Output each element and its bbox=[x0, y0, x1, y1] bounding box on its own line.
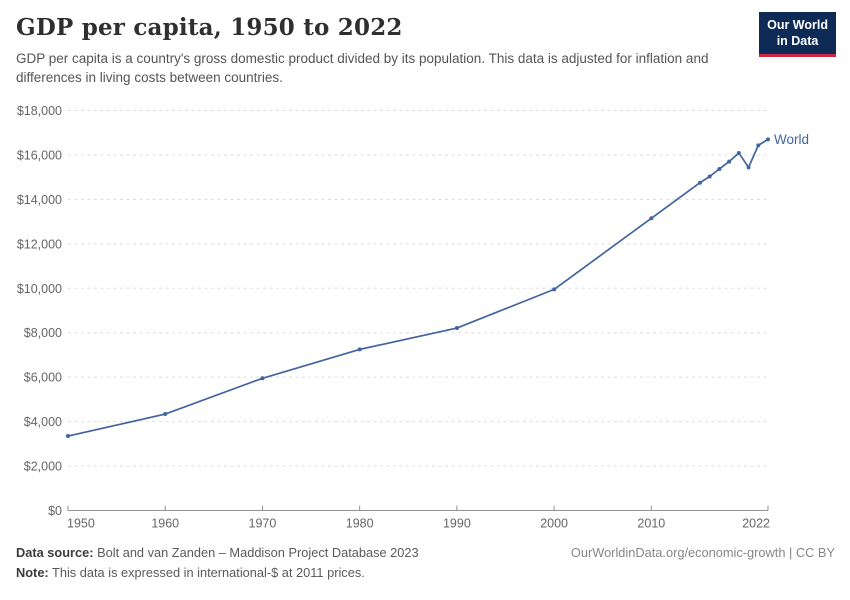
x-tick-label: 2010 bbox=[637, 517, 665, 531]
data-point[interactable] bbox=[717, 166, 722, 171]
x-tick-label: 1950 bbox=[67, 517, 95, 531]
chart-footer: Data source: Bolt and van Zanden – Maddi… bbox=[16, 543, 835, 583]
x-tick-label: 1970 bbox=[249, 517, 277, 531]
world-line[interactable] bbox=[67, 138, 769, 437]
data-point[interactable] bbox=[163, 412, 168, 417]
data-point[interactable] bbox=[727, 159, 732, 164]
data-point[interactable] bbox=[697, 180, 702, 185]
owid-logo-line2: in Data bbox=[776, 34, 819, 49]
x-tick-label: 2022 bbox=[742, 517, 770, 531]
y-tick-label: $4,000 bbox=[24, 415, 62, 429]
data-point[interactable] bbox=[552, 287, 557, 292]
y-tick-label: $12,000 bbox=[17, 237, 62, 251]
data-point[interactable] bbox=[649, 216, 654, 221]
x-tick-label: 2000 bbox=[540, 517, 568, 531]
y-tick-label: $16,000 bbox=[17, 148, 62, 162]
data-point[interactable] bbox=[66, 434, 70, 439]
y-tick-label: $2,000 bbox=[24, 460, 62, 474]
footer-source-note: Data source: Bolt and van Zanden – Maddi… bbox=[16, 543, 419, 583]
chart-subtitle: GDP per capita is a country's gross dome… bbox=[16, 50, 709, 85]
chart-title: GDP per capita, 1950 to 2022 bbox=[16, 14, 403, 41]
series-end-label[interactable]: World bbox=[774, 132, 809, 147]
data-point[interactable] bbox=[454, 326, 459, 331]
note-text: This data is expressed in international-… bbox=[52, 564, 365, 580]
note-label: Note: bbox=[16, 564, 49, 580]
footer-link[interactable]: OurWorldinData.org/economic-growth | CC … bbox=[570, 545, 835, 560]
x-tick-label: 1960 bbox=[151, 517, 179, 531]
data-point[interactable] bbox=[707, 174, 712, 179]
y-tick-label: $14,000 bbox=[17, 193, 62, 207]
data-point[interactable] bbox=[736, 150, 741, 155]
data-point[interactable] bbox=[766, 137, 770, 142]
x-tick-label: 1990 bbox=[443, 517, 471, 531]
x-tick-label: 1980 bbox=[346, 517, 374, 531]
owid-logo[interactable]: Our World in Data bbox=[759, 12, 836, 57]
data-source-label: Data source: bbox=[16, 545, 94, 560]
data-source-text: Bolt and van Zanden – Maddison Project D… bbox=[97, 545, 419, 560]
data-point[interactable] bbox=[357, 347, 362, 352]
chart-header: GDP per capita, 1950 to 2022 GDP per cap… bbox=[16, 14, 755, 87]
owid-logo-line1: Our World bbox=[767, 18, 828, 32]
y-tick-label: $6,000 bbox=[24, 371, 62, 385]
y-tick-label: $10,000 bbox=[17, 282, 62, 296]
data-point[interactable] bbox=[260, 376, 265, 381]
data-point[interactable] bbox=[756, 143, 761, 148]
y-tick-label: $18,000 bbox=[17, 104, 62, 118]
data-point[interactable] bbox=[746, 165, 751, 170]
y-tick-label: $0 bbox=[48, 504, 62, 518]
y-tick-label: $8,000 bbox=[24, 326, 62, 340]
